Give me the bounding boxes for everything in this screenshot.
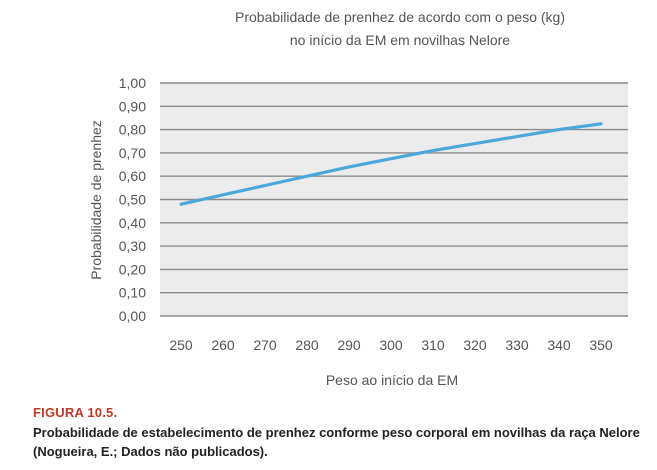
chart: Probabilidade de prenhez de acordo com o…	[88, 9, 628, 388]
series-line-0	[179, 122, 603, 206]
figure-caption: Probabilidade de estabelecimento de pren…	[33, 425, 640, 459]
figure-label: FIGURA 10.5.	[33, 405, 118, 420]
x-tick-label: 320	[463, 337, 487, 353]
y-tick-label: 0,20	[119, 261, 146, 277]
y-tick-label: 0,80	[119, 122, 146, 138]
y-tick-label: 0,30	[119, 238, 146, 254]
gridlines	[160, 82, 628, 317]
x-tick-label: 330	[505, 337, 529, 353]
x-tick-label: 300	[379, 337, 403, 353]
x-tick-labels: 250 260 270 280 290 300 310 320 330 340 350	[169, 337, 613, 353]
x-tick-label: 350	[589, 337, 613, 353]
series-group	[179, 122, 603, 206]
x-tick-label: 270	[253, 337, 277, 353]
x-tick-label: 260	[211, 337, 235, 353]
x-tick-label: 310	[421, 337, 445, 353]
y-tick-label: 0,50	[119, 192, 146, 208]
y-tick-label: 0,90	[119, 98, 146, 114]
y-tick-labels: 0,00 0,10 0,20 0,30 0,40 0,50 0,60 0,70 0,80 0,90…	[119, 75, 146, 324]
x-tick-label: 290	[337, 337, 361, 353]
y-axis-label: Probabilidade de prenhez	[88, 120, 104, 280]
chart-title-line-2: no início da EM em novilhas Nelore	[290, 32, 510, 48]
y-tick-label: 0,60	[119, 168, 146, 184]
y-tick-label: 0,10	[119, 285, 146, 301]
chart-title-line-1: Probabilidade de prenhez de acordo com o…	[235, 9, 565, 25]
x-tick-label: 250	[169, 337, 193, 353]
x-axis-label: Peso ao início da EM	[326, 372, 458, 388]
y-tick-label: 0,40	[119, 215, 146, 231]
y-tick-label: 1,00	[119, 75, 146, 91]
y-tick-label: 0,70	[119, 145, 146, 161]
y-tick-label: 0,00	[119, 308, 146, 324]
x-tick-label: 280	[295, 337, 319, 353]
x-tick-label: 340	[547, 337, 571, 353]
